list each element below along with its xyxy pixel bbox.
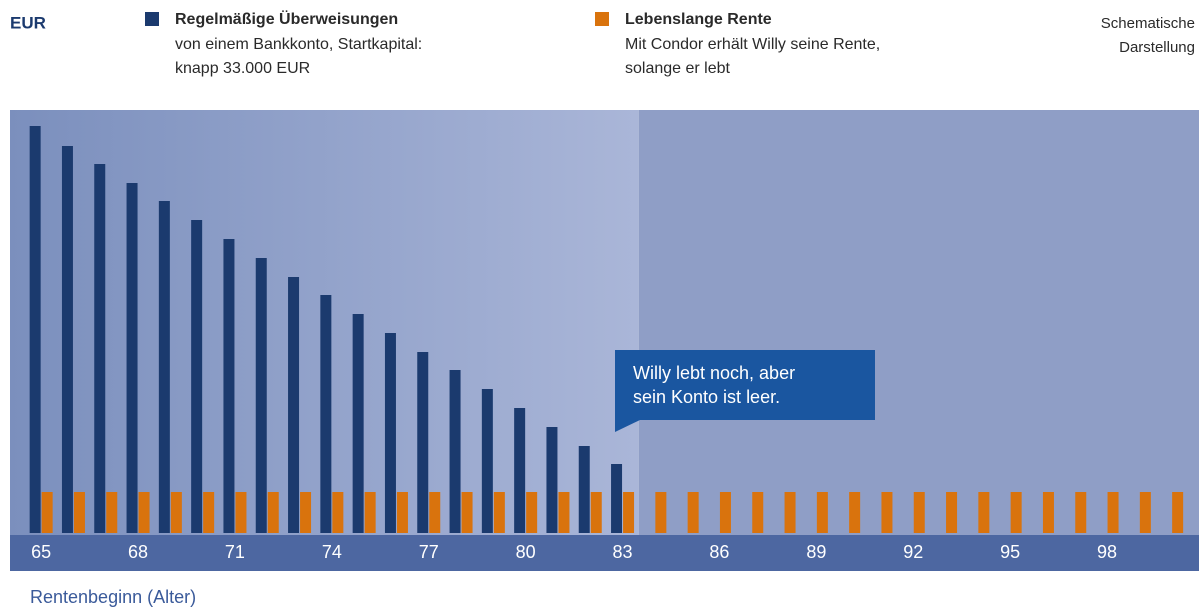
bar (352, 314, 364, 533)
bar (1010, 492, 1022, 533)
bar (158, 201, 170, 533)
bar (332, 492, 344, 533)
legend-description: von einem Bankkonto, Startkapital: (175, 36, 422, 53)
bar (417, 352, 429, 533)
x-tick-label: 77 (419, 542, 439, 562)
note: Schematische (1101, 15, 1195, 32)
bar (106, 492, 118, 533)
bar (1107, 492, 1119, 533)
bar (752, 492, 764, 533)
bar (364, 492, 376, 533)
bar (126, 183, 138, 533)
bar (481, 389, 493, 533)
bar (94, 164, 106, 533)
bar (913, 492, 925, 533)
bar (223, 239, 235, 533)
legend-swatch (145, 12, 159, 26)
bar (655, 492, 667, 533)
annotation-text: sein Konto ist leer. (633, 387, 780, 407)
bar (719, 492, 731, 533)
legend-swatch (595, 12, 609, 26)
bar (235, 492, 247, 533)
bar (546, 427, 558, 533)
x-tick-label: 98 (1097, 542, 1117, 562)
bar (1075, 492, 1087, 533)
bar (384, 333, 396, 533)
legend-description: Mit Condor erhält Willy seine Rente, (625, 36, 880, 53)
bar (288, 277, 300, 533)
x-axis-label: Rentenbeginn (Alter) (30, 587, 196, 607)
note: Darstellung (1119, 39, 1195, 56)
x-tick-label: 68 (128, 542, 148, 562)
x-tick-label: 65 (31, 542, 51, 562)
bar (255, 258, 267, 533)
x-tick-label: 80 (516, 542, 536, 562)
bar (514, 408, 526, 533)
bar (687, 492, 699, 533)
bar (61, 146, 73, 533)
legend-description: solange er lebt (625, 60, 731, 77)
annotation-box (615, 350, 875, 432)
bar (203, 492, 215, 533)
bar (978, 492, 990, 533)
x-tick-label: 95 (1000, 542, 1020, 562)
bar (816, 492, 828, 533)
bar (946, 492, 958, 533)
bar (1172, 492, 1184, 533)
bar (881, 492, 893, 533)
x-tick-label: 74 (322, 542, 342, 562)
bar (578, 446, 590, 533)
unit-label: EUR (10, 13, 46, 32)
bar (461, 492, 473, 533)
bar (29, 126, 41, 533)
x-tick-label: 86 (709, 542, 729, 562)
x-tick-label: 71 (225, 542, 245, 562)
bar (320, 295, 332, 533)
bar (396, 492, 408, 533)
bar (590, 492, 602, 533)
bar (41, 492, 53, 533)
bar (300, 492, 312, 533)
bar (191, 220, 203, 533)
plot-background (638, 110, 1199, 535)
bar (170, 492, 182, 533)
x-tick-label: 89 (806, 542, 826, 562)
bar (267, 492, 279, 533)
annotation-text: Willy lebt noch, aber (633, 363, 795, 383)
bar (526, 492, 538, 533)
bar (449, 370, 461, 533)
x-tick-label: 92 (903, 542, 923, 562)
legend-label: Lebenslange Rente (625, 11, 772, 28)
bar (493, 492, 505, 533)
bar (623, 492, 635, 533)
bar (429, 492, 441, 533)
bar (138, 492, 150, 533)
bar (558, 492, 570, 533)
legend-label: Regelmäßige Überweisungen (175, 9, 398, 28)
legend-description: knapp 33.000 EUR (175, 60, 310, 77)
bar (611, 464, 623, 533)
bar (1139, 492, 1151, 533)
bar (849, 492, 861, 533)
x-axis-band (10, 535, 1199, 571)
bar (1042, 492, 1054, 533)
x-tick-label: 83 (613, 542, 633, 562)
bar (784, 492, 796, 533)
bar (73, 492, 85, 533)
